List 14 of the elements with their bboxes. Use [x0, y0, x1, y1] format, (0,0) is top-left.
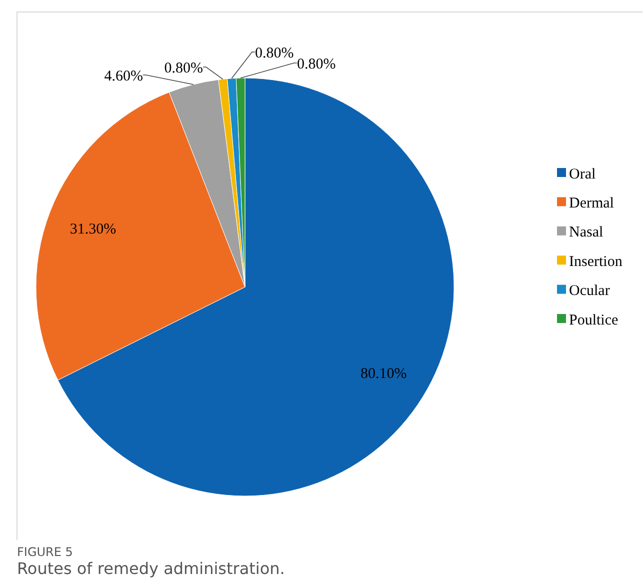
- legend-label: Insertion: [569, 254, 623, 270]
- data-label: 0.80%: [164, 60, 203, 76]
- legend-label: Ocular: [569, 283, 610, 300]
- data-label: 0.80%: [255, 45, 294, 62]
- legend-label: Poultice: [569, 312, 618, 328]
- text: Routes of remedy administration.: [17, 559, 285, 578]
- legend-label: Dermal: [569, 195, 614, 212]
- data-label: 31.30%: [70, 221, 116, 238]
- caption: FIGURE 5: [17, 545, 73, 559]
- legend-label: Nasal: [569, 224, 604, 241]
- data-label: 80.10%: [360, 366, 407, 382]
- data-label: 0.80%: [297, 56, 336, 72]
- legend-label: Oral: [569, 166, 596, 182]
- data-label: 4.60%: [104, 68, 143, 84]
